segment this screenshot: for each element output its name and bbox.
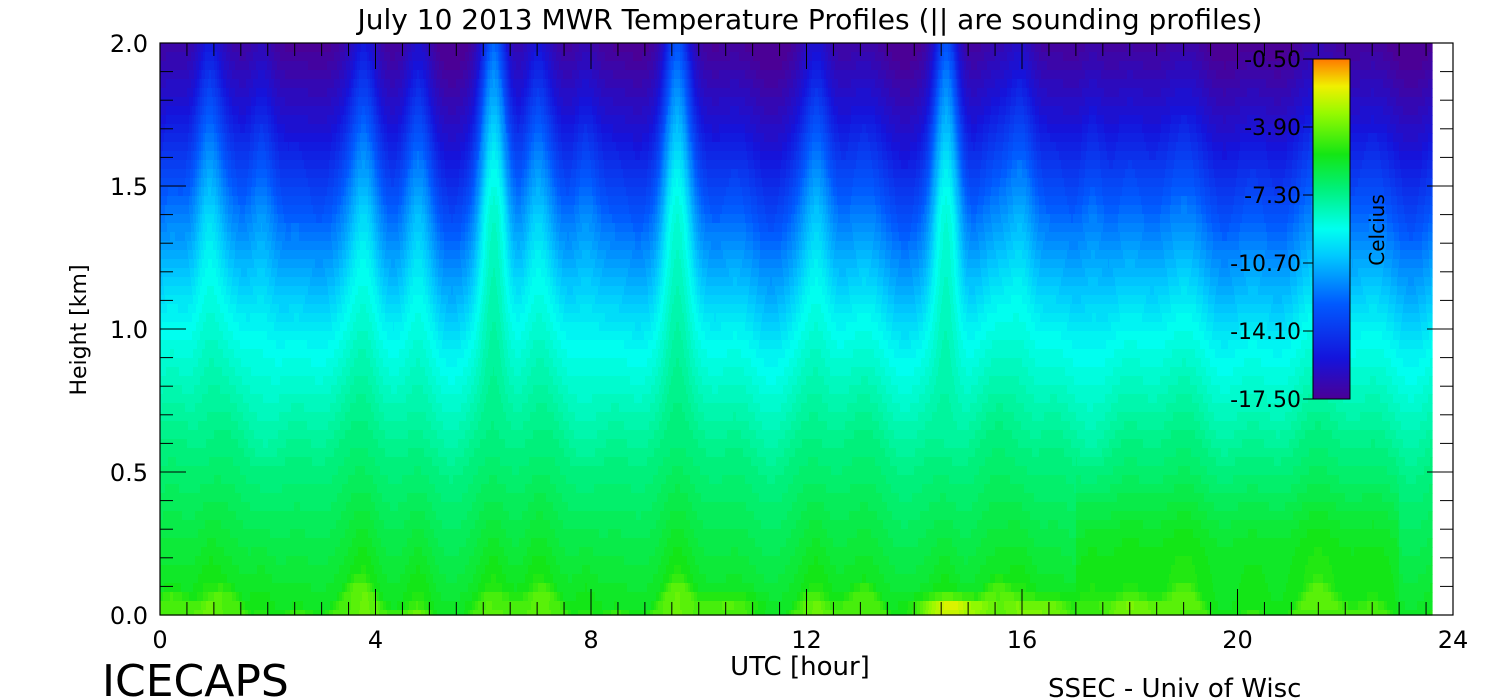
colorbar-gradient (1313, 59, 1350, 399)
y-tick-label: 2.0 (110, 30, 148, 58)
x-tick-label: 20 (1222, 626, 1253, 654)
colorbar-tick-label: -10.70 (1230, 252, 1301, 277)
y-tick-label: 0.0 (110, 602, 148, 630)
x-tick-label: 24 (1438, 626, 1469, 654)
colorbar-tick-label: -3.90 (1244, 116, 1301, 141)
x-tick-label: 4 (368, 626, 383, 654)
y-tick-label: 1.0 (110, 316, 148, 344)
y-tick-label: 0.5 (110, 459, 148, 487)
x-tick-label: 12 (791, 626, 822, 654)
colorbar-tick-label: -0.50 (1244, 48, 1301, 73)
ssec-credit: SSEC - Univ of Wisc (1048, 674, 1301, 700)
chart-title: July 10 2013 MWR Temperature Profiles (|… (356, 3, 1263, 36)
y-tick-label: 1.5 (110, 173, 148, 201)
colorbar-tick-label: -7.30 (1244, 184, 1301, 209)
x-tick-label: 16 (1007, 626, 1038, 654)
colorbar-tick-label: -17.50 (1230, 388, 1301, 413)
y-axis-label: Height [km] (67, 264, 92, 395)
colorbar-label: Celcius (1365, 194, 1389, 265)
x-tick-label: 8 (583, 626, 598, 654)
colorbar-tick-label: -14.10 (1230, 320, 1301, 345)
x-axis-label: UTC [hour] (730, 652, 870, 682)
icecaps-logo-text: ICECAPS (102, 656, 289, 700)
x-tick-label: 0 (152, 626, 167, 654)
